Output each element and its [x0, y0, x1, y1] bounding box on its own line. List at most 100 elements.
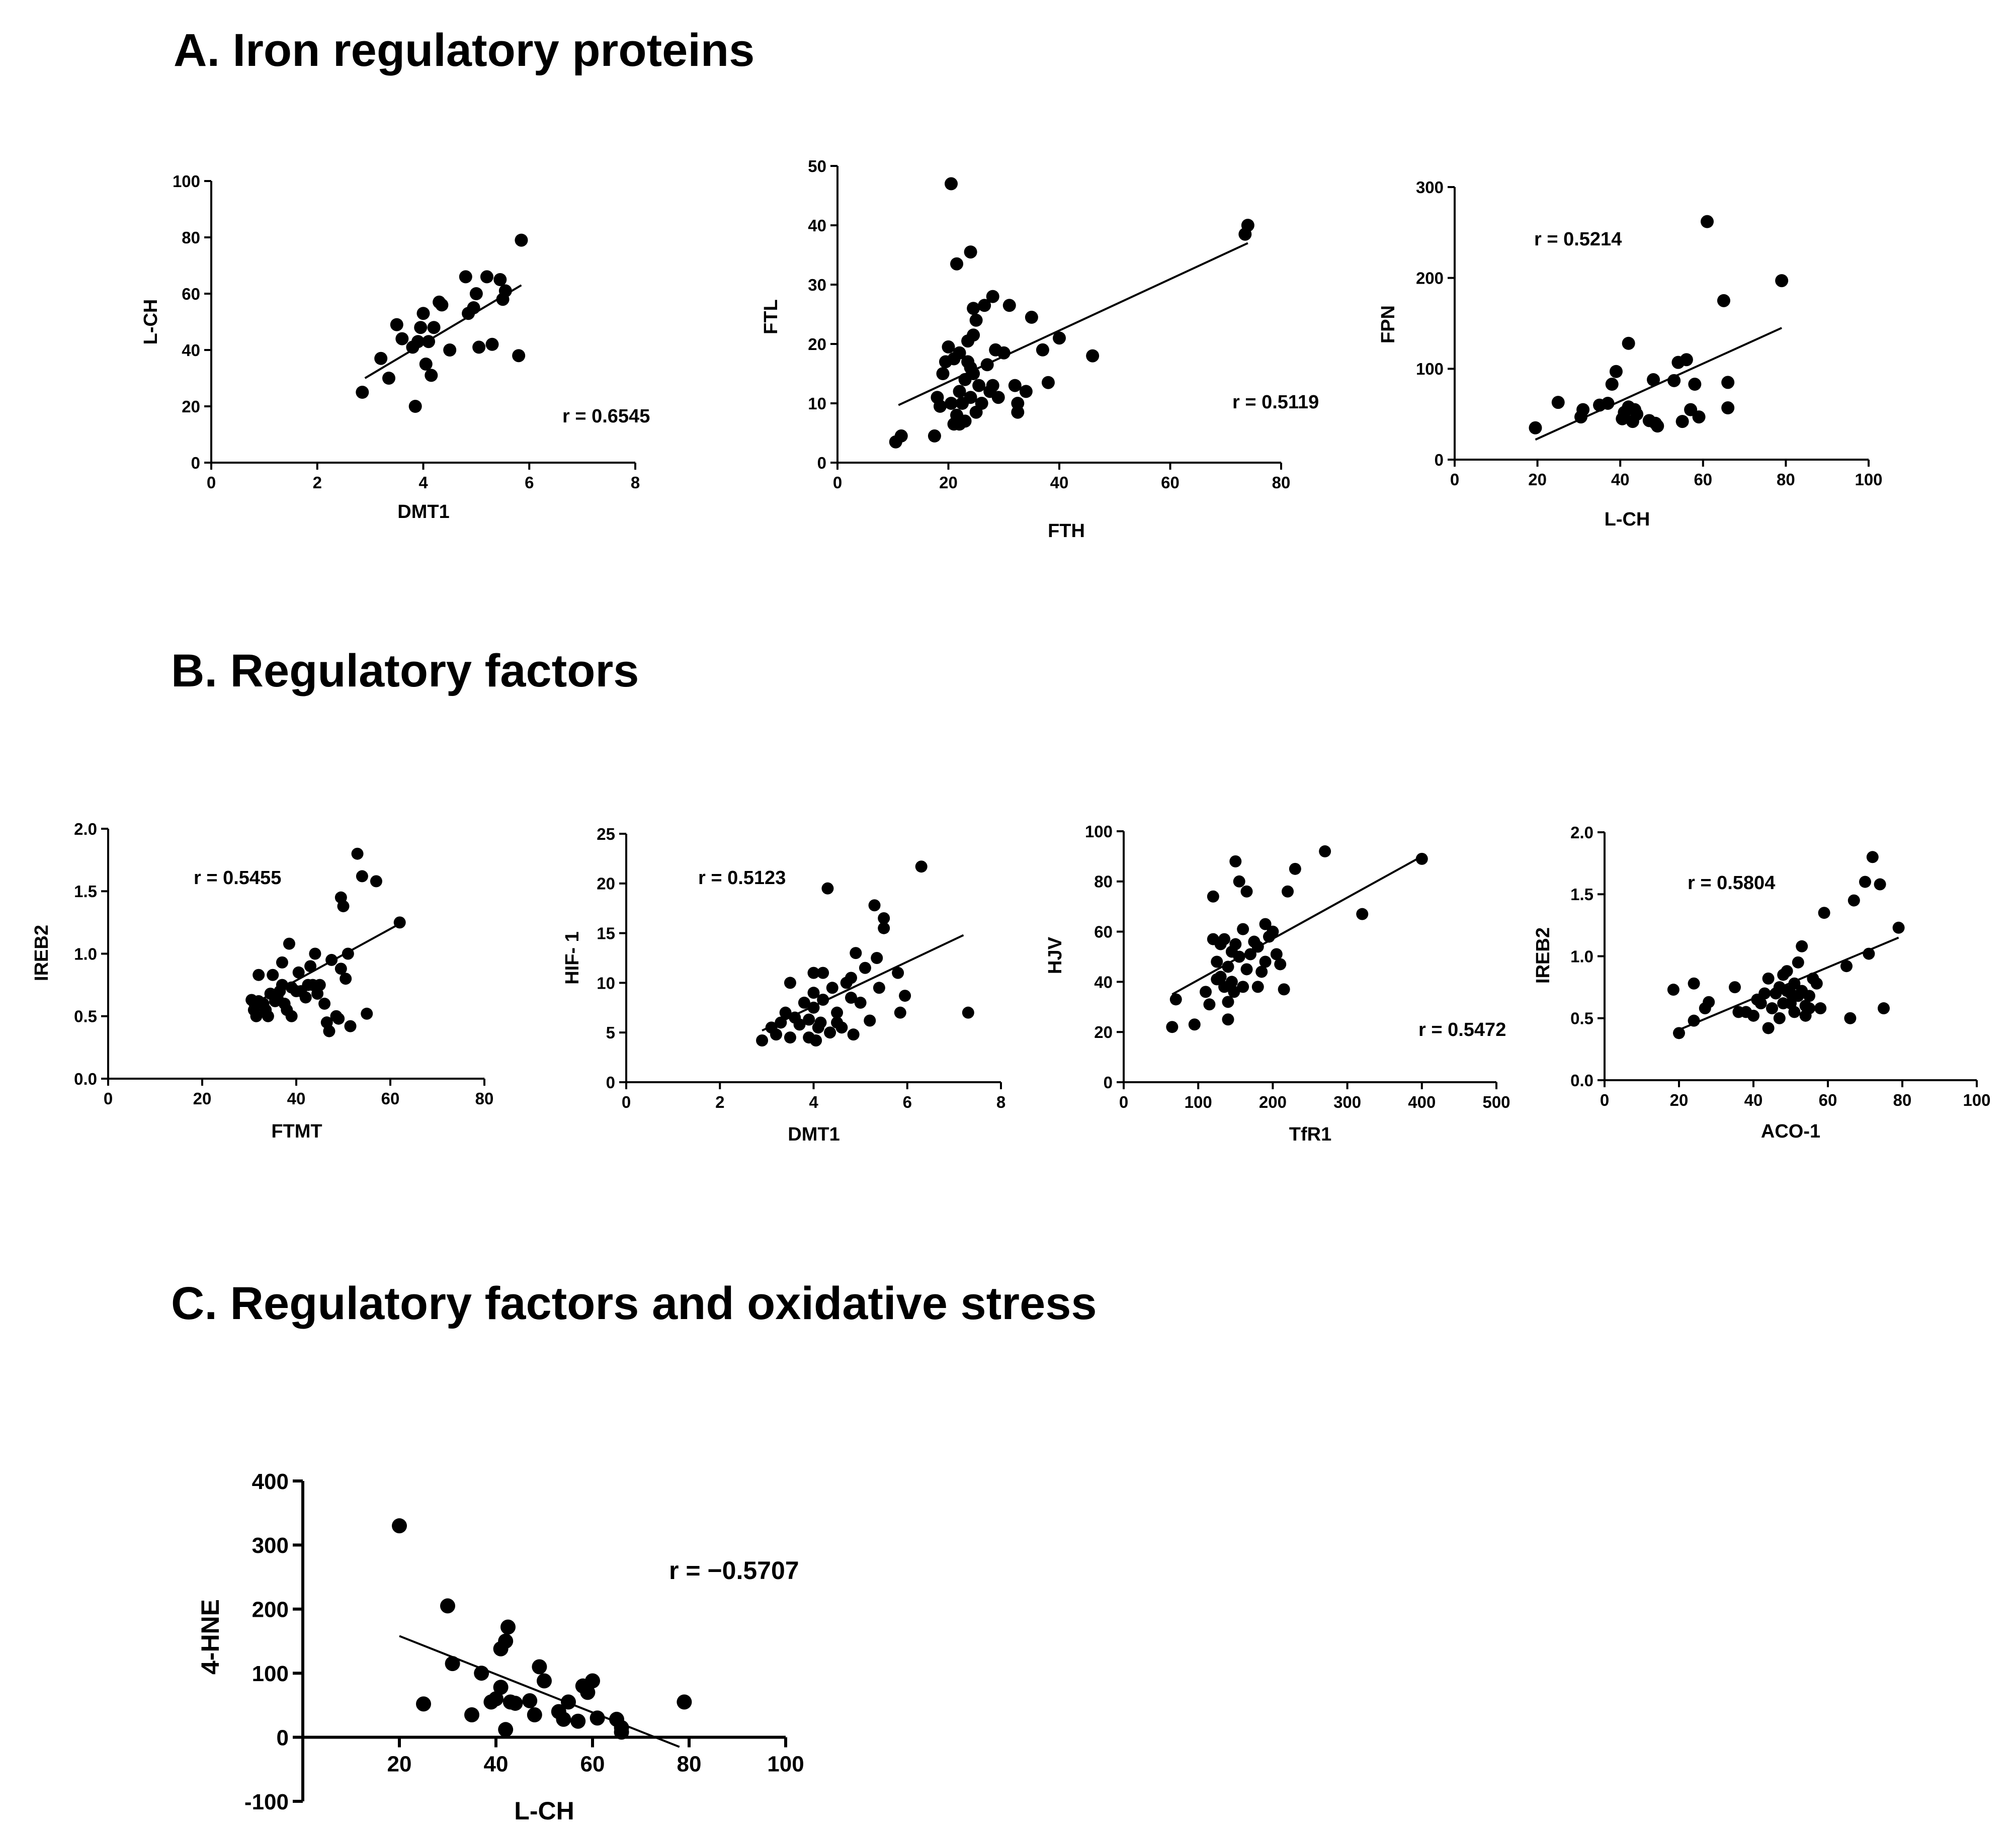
data-point	[1773, 1012, 1786, 1024]
x-tick-label: 40	[484, 1752, 509, 1777]
data-point	[313, 979, 326, 991]
y-axis-label: HIF- 1	[562, 931, 583, 985]
data-point	[1244, 948, 1256, 960]
x-tick-label: 40	[1050, 473, 1069, 492]
data-point	[472, 340, 486, 354]
x-tick-label: 2	[715, 1093, 724, 1111]
data-point	[419, 358, 433, 371]
data-point	[1237, 981, 1249, 993]
data-point	[845, 992, 857, 1004]
data-point	[374, 352, 388, 365]
data-point	[756, 1034, 769, 1047]
data-point	[1188, 1018, 1201, 1031]
data-point	[422, 335, 436, 348]
y-tick-label: 5	[606, 1023, 615, 1042]
data-point	[1002, 299, 1016, 312]
data-point	[1267, 925, 1279, 938]
chart-c1: 20 40 60 80 100 -100 0 100 200 300 400 L-CH 4-HNE r =…	[196, 1469, 804, 1825]
data-point	[1278, 983, 1290, 996]
data-point	[1274, 958, 1287, 971]
y-tick-label: 400	[252, 1469, 289, 1494]
data-point	[847, 1028, 860, 1041]
y-tick-label: 300	[252, 1533, 289, 1558]
data-point	[500, 1619, 516, 1635]
data-point	[1036, 343, 1049, 357]
data-point	[892, 967, 904, 979]
x-tick-label: 500	[1482, 1093, 1510, 1111]
data-point	[361, 1007, 373, 1020]
data-point	[309, 947, 321, 960]
data-point	[1169, 993, 1182, 1006]
y-tick-label: 20	[1094, 1023, 1113, 1041]
x-tick-label: 200	[1259, 1093, 1287, 1111]
data-point	[864, 1014, 876, 1027]
x-tick-label: 40	[1744, 1091, 1763, 1109]
data-point	[1605, 378, 1619, 391]
data-point	[967, 328, 980, 342]
x-tick-label: 0	[1450, 470, 1459, 489]
y-tick-label: 0	[1104, 1073, 1113, 1092]
data-point	[532, 1659, 547, 1675]
chart-a2: 0 20 40 60 80 0 10 20 30 40 50 FTH FTL r = 0.5119	[761, 157, 1319, 542]
data-point	[304, 960, 317, 973]
data-point	[522, 1693, 538, 1708]
data-point	[817, 993, 829, 1006]
y-axis-label: IREB2	[31, 925, 52, 981]
data-point	[493, 273, 507, 286]
data-point	[1282, 885, 1294, 898]
data-point	[1721, 376, 1735, 389]
x-tick-label: 20	[387, 1752, 412, 1777]
data-point	[978, 299, 991, 312]
x-tick-label: 60	[1694, 470, 1712, 489]
data-point	[793, 1018, 806, 1031]
data-point	[414, 321, 428, 334]
data-point	[498, 1633, 514, 1649]
data-point	[784, 977, 796, 989]
data-point	[894, 1006, 906, 1019]
data-point	[1240, 963, 1253, 976]
data-point	[527, 1707, 542, 1723]
data-point	[1251, 940, 1264, 953]
x-tick-label: 80	[1272, 473, 1291, 492]
data-point	[810, 1034, 822, 1047]
data-point	[1222, 996, 1234, 1008]
y-tick-label: 100	[252, 1662, 289, 1686]
data-point	[1259, 918, 1272, 930]
data-point	[1796, 940, 1808, 952]
y-tick-label: 300	[1416, 178, 1444, 197]
data-point	[488, 1691, 503, 1707]
data-point	[986, 290, 999, 303]
regression-line	[1676, 936, 1899, 1032]
data-point	[1319, 845, 1331, 857]
data-point	[1647, 373, 1660, 387]
data-point	[807, 987, 820, 999]
data-point	[1878, 1002, 1890, 1015]
data-point	[1053, 331, 1066, 345]
data-point	[1225, 976, 1238, 988]
data-point	[1222, 960, 1234, 973]
data-point	[1703, 996, 1715, 1008]
data-point	[561, 1694, 576, 1710]
data-point	[1688, 378, 1702, 391]
data-point	[1241, 219, 1254, 232]
y-axis-label: HJV	[1045, 936, 1066, 974]
y-tick-label: 100	[173, 172, 200, 191]
regression-line	[1171, 855, 1422, 996]
y-tick-label: 50	[808, 157, 826, 176]
data-point	[435, 298, 449, 312]
data-point	[1229, 938, 1242, 950]
data-point	[498, 1722, 514, 1737]
data-point	[1844, 1012, 1857, 1024]
x-tick-label: 0	[104, 1089, 113, 1108]
y-tick-label: 10	[808, 394, 826, 413]
data-point	[1203, 998, 1216, 1011]
data-point	[344, 1020, 357, 1032]
data-point	[1041, 376, 1055, 389]
data-point	[1551, 396, 1565, 409]
x-axis-label: L-CH	[514, 1797, 574, 1825]
data-point	[1788, 1006, 1801, 1018]
data-point	[1814, 1002, 1827, 1015]
data-point	[508, 1696, 523, 1711]
data-point	[1717, 294, 1730, 307]
